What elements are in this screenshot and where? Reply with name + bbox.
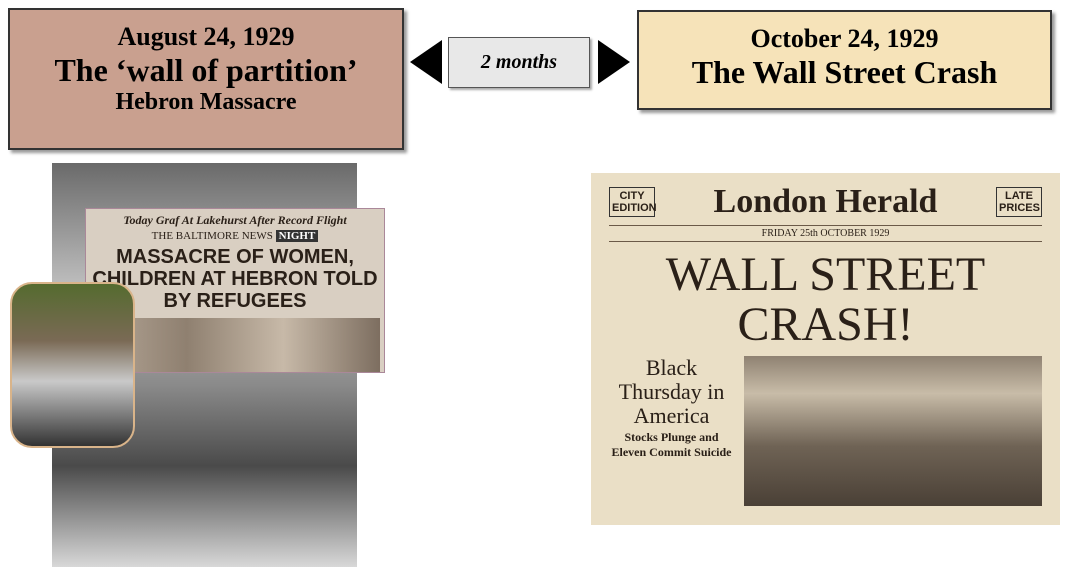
masthead: London Herald	[714, 183, 938, 221]
interval: 2 months	[481, 51, 557, 73]
interval-box: 2 months	[448, 37, 590, 88]
paper-masthead: THE BALTIMORE NEWS NIGHT	[90, 230, 380, 242]
title: The Wall Street Crash	[639, 54, 1050, 91]
subtitle: Hebron Massacre	[10, 89, 402, 116]
right-box: October 24, 1929 The Wall Street Crash	[637, 10, 1052, 110]
london-newspaper: CITY EDITION London Herald LATE PRICES F…	[591, 173, 1060, 525]
arrow-left	[410, 40, 442, 84]
title: The ‘wall of partition’	[10, 52, 402, 89]
late-badge: LATE PRICES	[996, 187, 1042, 217]
masthead: THE BALTIMORE NEWS	[152, 230, 273, 242]
city-badge: CITY EDITION	[609, 187, 655, 217]
date: August 24, 1929	[10, 22, 402, 52]
masthead-row: CITY EDITION London Herald LATE PRICES	[609, 183, 1042, 226]
paper-top: Today Graf At Lakehurst After Record Fli…	[90, 213, 380, 228]
headline: WALL STREET CRASH!	[649, 250, 1002, 350]
slide: {"left_box": {"date": "August 24, 1929",…	[0, 0, 1082, 567]
dateline: FRIDAY 25th OCTOBER 1929	[609, 226, 1042, 242]
building-photo	[744, 356, 1042, 506]
deck: Stocks Plunge and Eleven Commit Suicide	[609, 430, 734, 460]
side-column: Black Thursday in America Stocks Plunge …	[609, 356, 734, 506]
portrait-photo	[10, 282, 135, 448]
body-row: Black Thursday in America Stocks Plunge …	[609, 356, 1042, 506]
date: October 24, 1929	[639, 24, 1050, 54]
arrow-right	[598, 40, 630, 84]
left-box: August 24, 1929 The ‘wall of partition’ …	[8, 8, 404, 150]
subhead: Black Thursday in America	[609, 356, 734, 428]
edition: NIGHT	[276, 230, 319, 242]
